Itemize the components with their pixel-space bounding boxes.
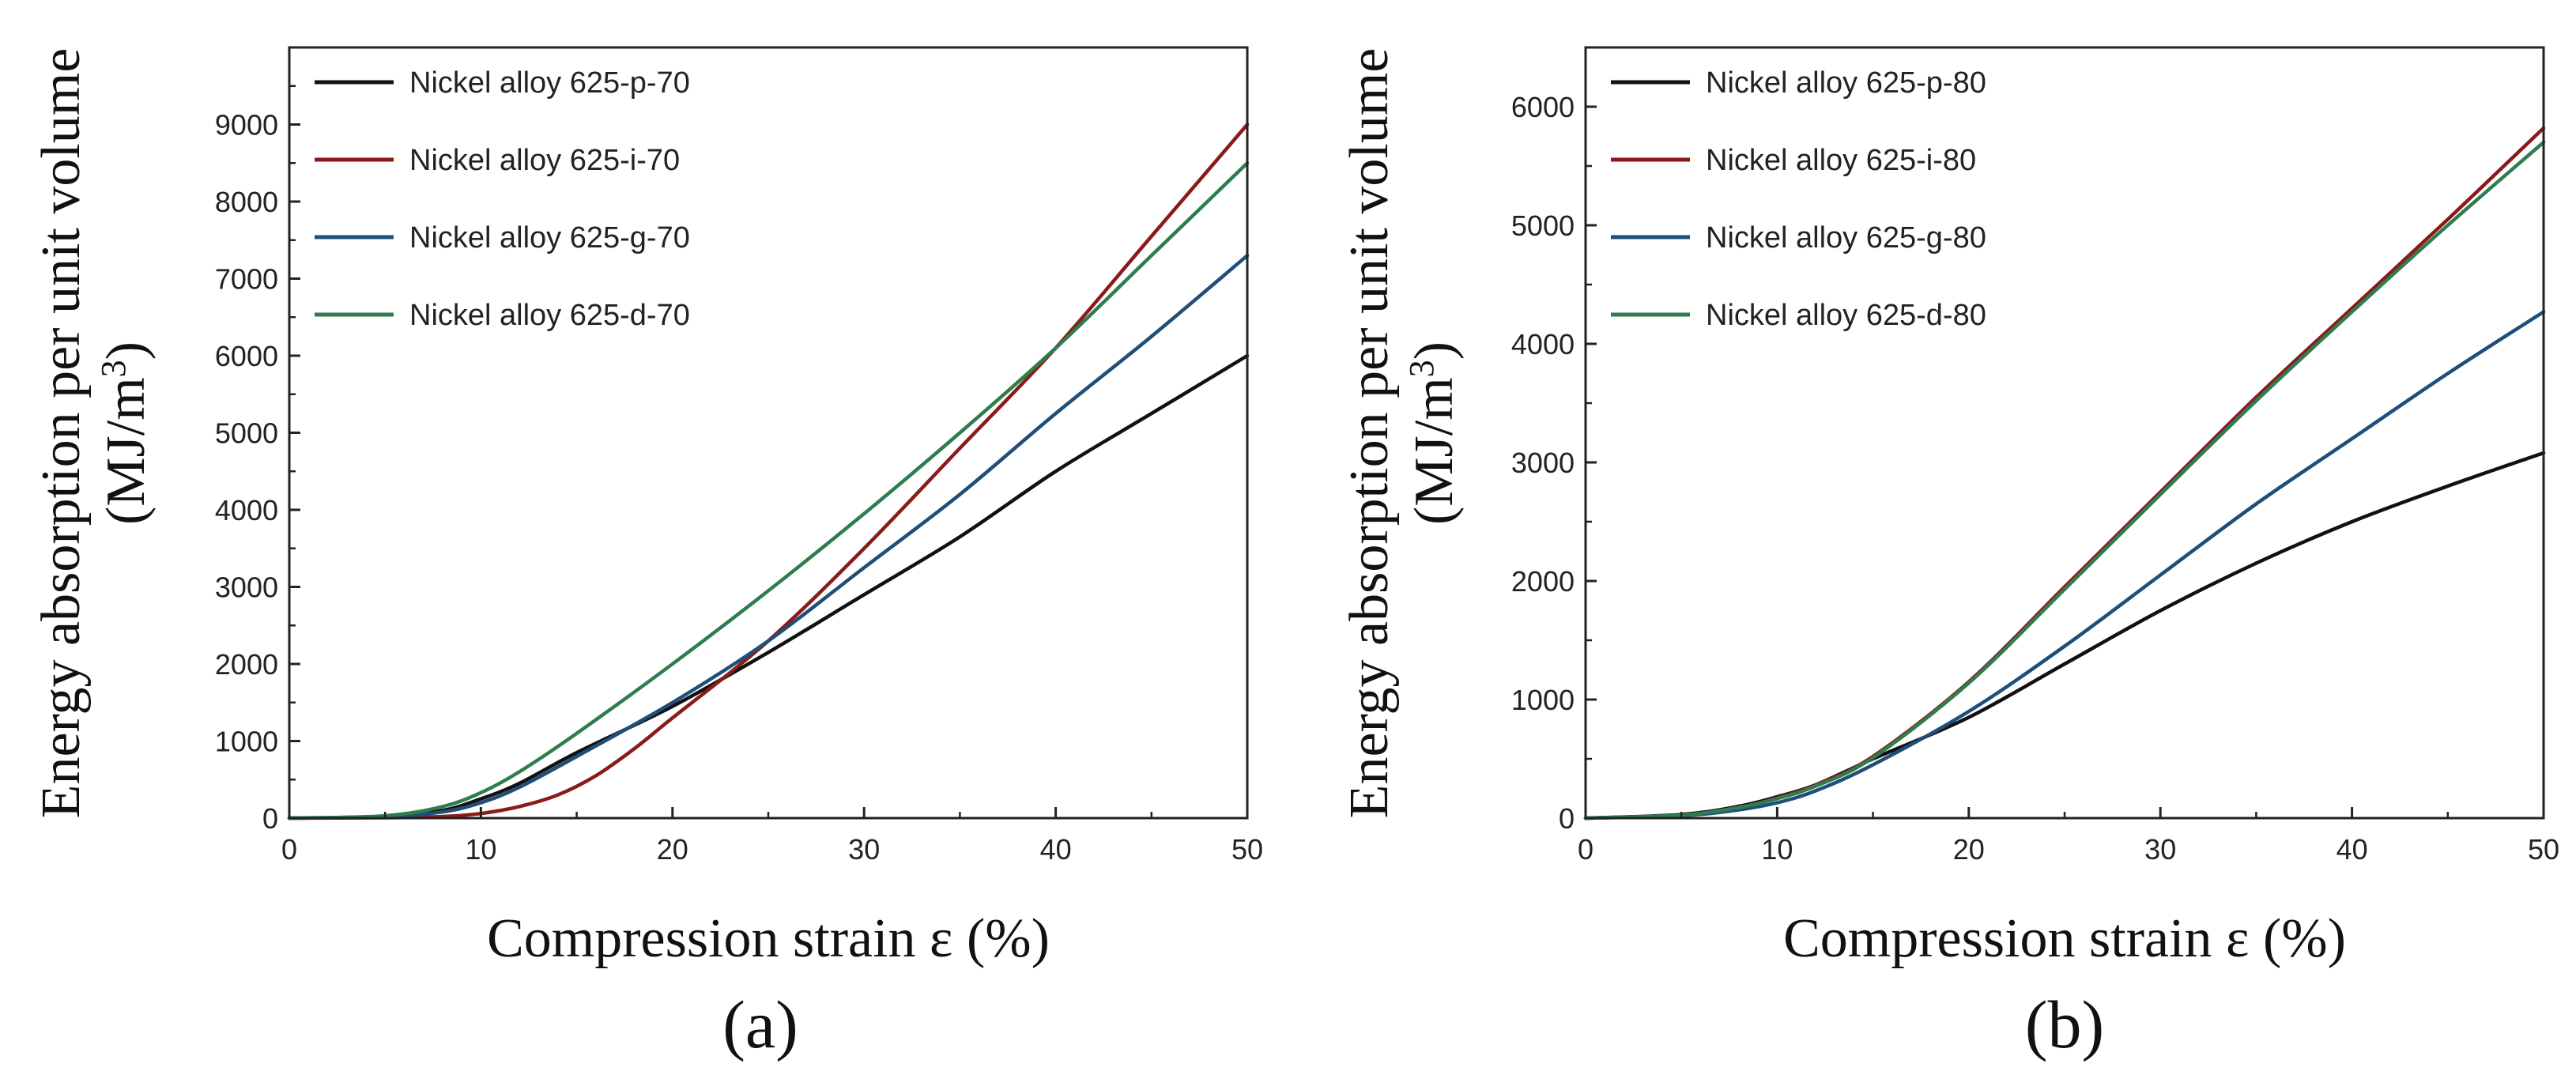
legend-a: Nickel alloy 625-p-70 Nickel alloy 625-i-… <box>315 66 690 332</box>
series-line-b-2 <box>1583 310 2546 820</box>
y-tick-label-a-7: 7000 <box>215 263 278 296</box>
y-tick-label-b-0: 0 <box>1559 802 1575 835</box>
x-axis-title-b: Compression strain ε (%) <box>1783 908 2346 969</box>
y-tick-label-a-9: 9000 <box>215 109 278 141</box>
legend-label-a-0: Nickel alloy 625-p-70 <box>409 66 690 100</box>
y-axis-title-unit-b: (MJ/m3) <box>1402 341 1465 525</box>
x-tick-label-a-4: 40 <box>1040 833 1072 866</box>
x-ticks-b: 0 10 20 30 40 50 <box>1578 807 2559 866</box>
x-axis-title-a: Compression strain ε (%) <box>487 908 1050 969</box>
panel-label-a: (a) <box>722 986 798 1062</box>
legend-label-a-2: Nickel alloy 625-g-70 <box>409 221 690 255</box>
y-axis-title-unit-a: (MJ/m3) <box>94 341 157 525</box>
y-axis-title-a: Energy absorption per unit volume (MJ/m3… <box>31 48 157 819</box>
legend-label-a-1: Nickel alloy 625-i-70 <box>409 144 680 177</box>
y-tick-label-a-4: 4000 <box>215 494 278 526</box>
y-tick-label-b-1: 1000 <box>1511 684 1575 716</box>
plot-area-a <box>287 123 1250 820</box>
legend-b: Nickel alloy 625-p-80 Nickel alloy 625-i-… <box>1611 66 1986 332</box>
plot-area-b <box>1583 126 2546 820</box>
legend-label-a-3: Nickel alloy 625-d-70 <box>409 299 690 332</box>
y-tick-label-b-2: 2000 <box>1511 565 1575 598</box>
x-tick-label-b-3: 30 <box>2144 833 2176 866</box>
y-tick-label-b-5: 5000 <box>1511 209 1575 242</box>
x-tick-label-b-5: 50 <box>2528 833 2559 866</box>
x-tick-label-b-1: 10 <box>1761 833 1793 866</box>
y-tick-label-a-3: 3000 <box>215 571 278 604</box>
y-tick-label-a-6: 6000 <box>215 340 278 372</box>
y-tick-label-a-8: 8000 <box>215 186 278 218</box>
x-tick-label-a-3: 30 <box>848 833 880 866</box>
y-ticks-b: 0 1000 2000 3000 4000 5000 6000 <box>1511 91 1597 835</box>
x-tick-label-a-1: 10 <box>465 833 496 866</box>
y-tick-label-a-5: 5000 <box>215 417 278 450</box>
y-ticks-a: 0 1000 2000 3000 4000 5000 6000 7000 8000 9000 <box>215 85 300 835</box>
legend-label-b-1: Nickel alloy 625-i-80 <box>1706 144 1976 177</box>
x-tick-label-b-0: 0 <box>1578 833 1593 866</box>
series-line-b-0 <box>1583 451 2546 820</box>
y-axis-title-line1-a: Energy absorption per unit volume <box>31 48 92 819</box>
chart-panel-a: 0 10 20 30 40 50 0 1000 2000 3000 4000 5000 6000 700… <box>31 46 1263 1062</box>
x-tick-label-b-4: 40 <box>2337 833 2368 866</box>
panel-label-b: (b) <box>2025 986 2104 1062</box>
series-line-a-2 <box>287 254 1250 820</box>
x-ticks-a: 0 10 20 30 40 50 <box>281 807 1263 866</box>
x-tick-label-b-2: 20 <box>1953 833 1985 866</box>
x-tick-label-a-0: 0 <box>281 833 297 866</box>
legend-label-b-3: Nickel alloy 625-d-80 <box>1706 299 1986 332</box>
y-tick-label-a-2: 2000 <box>215 648 278 681</box>
series-line-a-0 <box>287 353 1250 820</box>
y-axis-title-b: Energy absorption per unit volume (MJ/m3… <box>1339 48 1465 819</box>
y-tick-label-b-4: 4000 <box>1511 328 1575 360</box>
y-tick-label-a-0: 0 <box>262 802 278 835</box>
x-tick-label-a-5: 50 <box>1231 833 1263 866</box>
x-tick-label-a-2: 20 <box>657 833 688 866</box>
y-axis-title-line1-b: Energy absorption per unit volume <box>1339 48 1400 819</box>
series-line-a-3 <box>287 161 1250 820</box>
chart-panel-b: 0 10 20 30 40 50 0 1000 2000 3000 4000 5000 6000 Ni… <box>1339 46 2559 1062</box>
y-tick-label-b-6: 6000 <box>1511 91 1575 123</box>
legend-label-b-2: Nickel alloy 625-g-80 <box>1706 221 1986 255</box>
series-line-b-3 <box>1583 140 2546 820</box>
y-tick-label-b-3: 3000 <box>1511 447 1575 479</box>
legend-label-b-0: Nickel alloy 625-p-80 <box>1706 66 1986 100</box>
y-tick-label-a-1: 1000 <box>215 726 278 758</box>
